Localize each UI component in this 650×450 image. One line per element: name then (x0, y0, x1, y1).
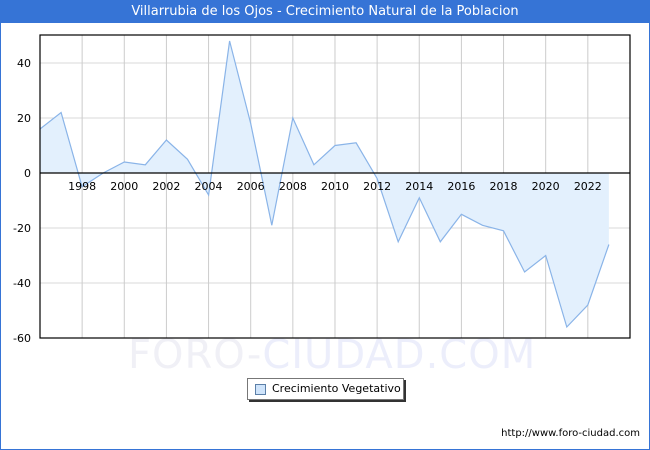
chart-title: Villarrubia de los Ojos - Crecimiento Na… (0, 0, 650, 23)
watermark-part2: CIUDAD.COM (262, 332, 537, 378)
legend-swatch-icon (255, 384, 266, 395)
source-url: http://www.foro-ciudad.com (501, 428, 640, 439)
x-tick-label: 2006 (237, 180, 265, 193)
legend-label: Crecimiento Vegetativo (272, 382, 401, 395)
x-tick-label: 2002 (152, 180, 180, 193)
watermark-part1: FORO- (128, 332, 263, 378)
x-tick-label: 2004 (195, 180, 223, 193)
x-tick-label: 1998 (68, 180, 96, 193)
axes (39, 34, 631, 339)
y-tick-label: -60 (13, 332, 31, 345)
watermark: FORO-CIUDAD.COM (128, 332, 536, 378)
y-tick-label: 20 (17, 112, 31, 125)
x-tick-label: 2020 (532, 180, 560, 193)
x-axis-labels: 1998 2000 2002 2004 2006 2008 2010 2012 2014 2016… (68, 180, 602, 193)
x-tick-label: 2016 (447, 180, 475, 193)
plot-border (39, 34, 631, 339)
x-tick-label: 2022 (574, 180, 602, 193)
y-axis-labels: 40 20 0 -20 -40 -60 (13, 57, 31, 345)
area-fill (40, 41, 609, 327)
x-tick-label: 2018 (490, 180, 518, 193)
y-tick-label: -40 (13, 277, 31, 290)
y-tick-label: 40 (17, 57, 31, 70)
x-tick-label: 2010 (321, 180, 349, 193)
y-tick-label: 0 (24, 167, 31, 180)
data-area (39, 40, 610, 329)
x-tick-label: 2008 (279, 180, 307, 193)
data-line (39, 40, 610, 329)
x-tick-label: 2014 (405, 180, 433, 193)
y-tick-label: -20 (13, 222, 31, 235)
x-tick-label: 2012 (363, 180, 391, 193)
x-tick-label: 2000 (110, 180, 138, 193)
legend: Crecimiento Vegetativo (247, 378, 404, 400)
